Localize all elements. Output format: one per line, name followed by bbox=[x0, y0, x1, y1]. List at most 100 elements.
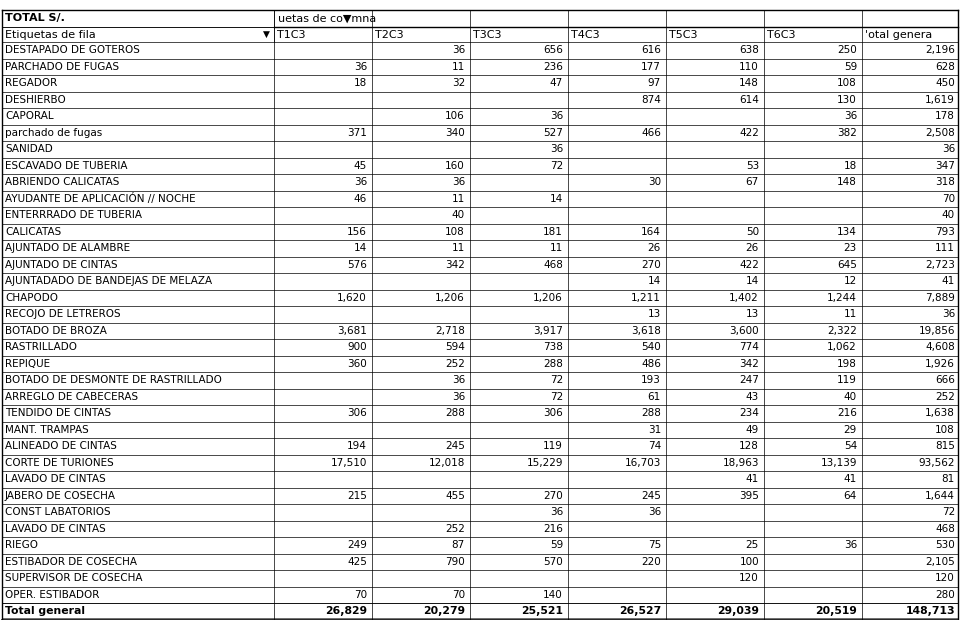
Text: 'otal genera: 'otal genera bbox=[865, 30, 932, 40]
Text: 486: 486 bbox=[641, 359, 661, 369]
Text: 466: 466 bbox=[641, 128, 661, 138]
Text: 2,508: 2,508 bbox=[925, 128, 955, 138]
Text: ESCAVADO DE TUBERIA: ESCAVADO DE TUBERIA bbox=[5, 161, 128, 171]
Text: SUPERVISOR DE COSECHA: SUPERVISOR DE COSECHA bbox=[5, 574, 142, 583]
Text: 36: 36 bbox=[942, 309, 955, 319]
Text: 198: 198 bbox=[837, 359, 857, 369]
Text: 160: 160 bbox=[445, 161, 465, 171]
Text: 20,279: 20,279 bbox=[422, 606, 465, 616]
Text: 50: 50 bbox=[746, 227, 759, 237]
Text: 570: 570 bbox=[543, 557, 563, 567]
Text: 793: 793 bbox=[935, 227, 955, 237]
Text: 148,713: 148,713 bbox=[905, 606, 955, 616]
Text: 280: 280 bbox=[935, 590, 955, 600]
Text: 14: 14 bbox=[353, 243, 367, 253]
Text: 148: 148 bbox=[739, 78, 759, 88]
Text: OPER. ESTIBADOR: OPER. ESTIBADOR bbox=[5, 590, 100, 600]
Text: 70: 70 bbox=[942, 193, 955, 204]
Text: 245: 245 bbox=[641, 491, 661, 501]
Text: 14: 14 bbox=[648, 277, 661, 286]
Text: 234: 234 bbox=[739, 408, 759, 419]
Text: 30: 30 bbox=[648, 177, 661, 187]
Text: 4,608: 4,608 bbox=[925, 342, 955, 352]
Text: BOTADO DE DESMONTE DE RASTRILLADO: BOTADO DE DESMONTE DE RASTRILLADO bbox=[5, 375, 222, 385]
Text: TOTAL S/.: TOTAL S/. bbox=[5, 14, 65, 24]
Text: 2,718: 2,718 bbox=[435, 326, 465, 336]
Text: 638: 638 bbox=[739, 45, 759, 55]
Text: 790: 790 bbox=[445, 557, 465, 567]
Text: 645: 645 bbox=[837, 260, 857, 270]
Text: 70: 70 bbox=[354, 590, 367, 600]
Text: 130: 130 bbox=[837, 95, 857, 105]
Text: 422: 422 bbox=[739, 260, 759, 270]
Text: 36: 36 bbox=[942, 144, 955, 154]
Text: 250: 250 bbox=[837, 45, 857, 55]
Text: 120: 120 bbox=[935, 574, 955, 583]
Text: 14: 14 bbox=[746, 277, 759, 286]
Text: 616: 616 bbox=[641, 45, 661, 55]
Text: 666: 666 bbox=[935, 375, 955, 385]
Text: 306: 306 bbox=[543, 408, 563, 419]
Text: 2,196: 2,196 bbox=[925, 45, 955, 55]
Text: 108: 108 bbox=[837, 78, 857, 88]
Text: 900: 900 bbox=[348, 342, 367, 352]
Text: 81: 81 bbox=[942, 474, 955, 484]
Text: 1,206: 1,206 bbox=[435, 293, 465, 303]
Text: 2,723: 2,723 bbox=[925, 260, 955, 270]
Text: T2C3: T2C3 bbox=[375, 30, 403, 40]
Text: 422: 422 bbox=[739, 128, 759, 138]
Text: 36: 36 bbox=[452, 392, 465, 402]
Text: 628: 628 bbox=[935, 62, 955, 72]
Text: 26,829: 26,829 bbox=[324, 606, 367, 616]
Text: 270: 270 bbox=[543, 491, 563, 501]
Text: 97: 97 bbox=[648, 78, 661, 88]
Text: T3C3: T3C3 bbox=[473, 30, 501, 40]
Text: LAVADO DE CINTAS: LAVADO DE CINTAS bbox=[5, 474, 106, 484]
Text: 530: 530 bbox=[935, 540, 955, 551]
Text: 245: 245 bbox=[445, 441, 465, 451]
Text: 36: 36 bbox=[353, 177, 367, 187]
Text: 25,521: 25,521 bbox=[521, 606, 563, 616]
Text: 26,527: 26,527 bbox=[619, 606, 661, 616]
Text: 252: 252 bbox=[445, 359, 465, 369]
Text: 1,062: 1,062 bbox=[828, 342, 857, 352]
Text: 29,039: 29,039 bbox=[717, 606, 759, 616]
Text: 18,963: 18,963 bbox=[723, 458, 759, 467]
Text: 36: 36 bbox=[550, 111, 563, 122]
Text: 11: 11 bbox=[452, 62, 465, 72]
Text: 12: 12 bbox=[844, 277, 857, 286]
Text: 106: 106 bbox=[445, 111, 465, 122]
Text: RECOJO DE LETREROS: RECOJO DE LETREROS bbox=[5, 309, 121, 319]
Text: 18: 18 bbox=[353, 78, 367, 88]
Text: 288: 288 bbox=[641, 408, 661, 419]
Text: 36: 36 bbox=[353, 62, 367, 72]
Text: 288: 288 bbox=[543, 359, 563, 369]
Text: 1,638: 1,638 bbox=[925, 408, 955, 419]
Text: 40: 40 bbox=[452, 210, 465, 220]
Text: 193: 193 bbox=[641, 375, 661, 385]
Text: ▼: ▼ bbox=[263, 30, 270, 39]
Text: AYUDANTE DE APLICACIÓN // NOCHE: AYUDANTE DE APLICACIÓN // NOCHE bbox=[5, 193, 196, 204]
Text: ARREGLO DE CABECERAS: ARREGLO DE CABECERAS bbox=[5, 392, 138, 402]
Text: 72: 72 bbox=[942, 507, 955, 517]
Text: 177: 177 bbox=[641, 62, 661, 72]
Text: 216: 216 bbox=[543, 524, 563, 534]
Text: REPIQUE: REPIQUE bbox=[5, 359, 50, 369]
Text: CAPORAL: CAPORAL bbox=[5, 111, 54, 122]
Text: 252: 252 bbox=[445, 524, 465, 534]
Text: 342: 342 bbox=[739, 359, 759, 369]
Text: CHAPODO: CHAPODO bbox=[5, 293, 58, 303]
Text: 215: 215 bbox=[348, 491, 367, 501]
Text: 72: 72 bbox=[550, 392, 563, 402]
Text: 110: 110 bbox=[739, 62, 759, 72]
Text: 1,926: 1,926 bbox=[925, 359, 955, 369]
Text: 26: 26 bbox=[648, 243, 661, 253]
Text: CONST LABATORIOS: CONST LABATORIOS bbox=[5, 507, 110, 517]
Text: 36: 36 bbox=[452, 177, 465, 187]
Text: 13: 13 bbox=[648, 309, 661, 319]
Text: 371: 371 bbox=[348, 128, 367, 138]
Text: 614: 614 bbox=[739, 95, 759, 105]
Text: 468: 468 bbox=[935, 524, 955, 534]
Text: 87: 87 bbox=[452, 540, 465, 551]
Text: 455: 455 bbox=[445, 491, 465, 501]
